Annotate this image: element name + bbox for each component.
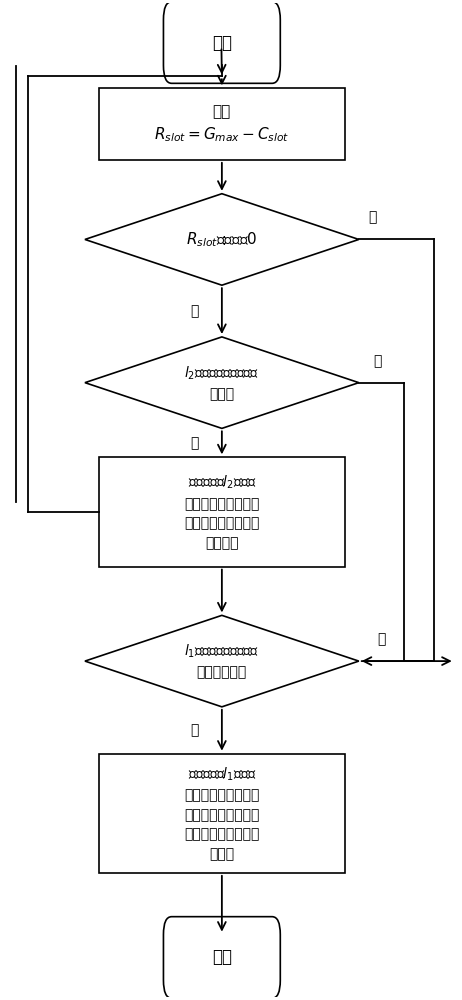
FancyBboxPatch shape	[98, 457, 345, 567]
Text: 对调度列表$l_1$中的未
被第二次调度的车辆
节点按序进行逐一调
度，且每次仅调度一
个节点: 对调度列表$l_1$中的未 被第二次调度的车辆 节点按序进行逐一调 度，且每次仅…	[184, 766, 260, 861]
Text: $R_{slot}$是否大于0: $R_{slot}$是否大于0	[186, 230, 258, 249]
FancyBboxPatch shape	[98, 754, 345, 873]
Text: $l_2$是否有未被调度的车
辆节点: $l_2$是否有未被调度的车 辆节点	[184, 364, 260, 401]
Text: 开始: 开始	[212, 34, 232, 52]
FancyBboxPatch shape	[164, 2, 280, 83]
Text: 否: 否	[373, 354, 381, 368]
Text: 是: 是	[190, 304, 199, 318]
FancyBboxPatch shape	[98, 88, 345, 160]
Text: 对调度列表$l_2$中的车
辆节点按序进行逐一
调度，且每次仅调度
一个节点: 对调度列表$l_2$中的车 辆节点按序进行逐一 调度，且每次仅调度 一个节点	[184, 474, 260, 550]
Text: 是: 是	[190, 436, 199, 450]
Text: 计算
$R_{slot}=G_{max}-C_{slot}$: 计算 $R_{slot}=G_{max}-C_{slot}$	[154, 104, 290, 144]
Text: $l_1$是否有未被第二次调
度的车辆节点: $l_1$是否有未被第二次调 度的车辆节点	[184, 643, 260, 680]
Polygon shape	[85, 615, 359, 707]
Polygon shape	[85, 337, 359, 428]
Text: 结束: 结束	[212, 948, 232, 966]
Text: 否: 否	[377, 632, 386, 646]
Polygon shape	[85, 194, 359, 285]
Text: 否: 否	[368, 211, 377, 225]
Text: 是: 是	[190, 723, 199, 737]
FancyBboxPatch shape	[164, 917, 280, 998]
